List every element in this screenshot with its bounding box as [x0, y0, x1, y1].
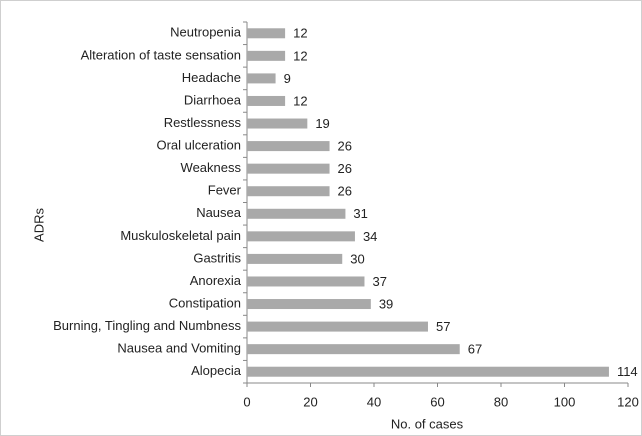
y-tick-label: Neutropenia [170, 25, 242, 40]
bar [247, 73, 276, 84]
data-label: 26 [338, 161, 352, 176]
data-label: 30 [350, 251, 364, 266]
y-tick-label: Weakness [181, 160, 242, 175]
x-tick-label: 100 [554, 394, 576, 409]
bar [247, 321, 428, 332]
y-tick-label: Nausea [196, 205, 242, 220]
y-tick-label: Fever [208, 183, 242, 198]
data-label: 67 [468, 342, 482, 357]
data-label: 26 [338, 184, 352, 199]
bar [247, 50, 286, 61]
bar [247, 208, 346, 219]
bar [247, 28, 286, 39]
data-label: 39 [379, 296, 393, 311]
x-tick-label: 40 [367, 394, 381, 409]
bar [247, 186, 330, 197]
y-tick-label: Alteration of taste sensation [81, 47, 241, 62]
x-tick-label: 80 [494, 394, 508, 409]
y-tick-label: Anorexia [190, 273, 242, 288]
y-tick-label: Oral ulceration [156, 138, 241, 153]
data-label: 57 [436, 319, 450, 334]
data-label: 114 [617, 364, 638, 379]
bar [247, 163, 330, 174]
bar [247, 118, 308, 129]
data-label: 12 [293, 93, 307, 108]
data-label: 31 [353, 206, 367, 221]
y-tick-label: Constipation [169, 295, 241, 310]
x-tick-label: 120 [617, 394, 639, 409]
bar [247, 141, 330, 152]
data-label: 12 [293, 26, 307, 41]
data-label: 12 [293, 48, 307, 63]
y-axis-label: ADRs [31, 208, 46, 242]
bar [247, 253, 343, 264]
bar [247, 344, 460, 355]
y-tick-label: Diarrhoea [184, 92, 242, 107]
y-tick-label: Nausea and Vomiting [117, 341, 241, 356]
bar [247, 95, 286, 106]
y-tick-label: Restlessness [164, 115, 242, 130]
x-tick-label: 0 [243, 394, 250, 409]
data-label: 9 [284, 71, 291, 86]
bar [247, 299, 371, 310]
x-axis-label: No. of cases [391, 416, 464, 431]
data-label: 37 [372, 274, 386, 289]
data-label: 34 [363, 229, 377, 244]
bar [247, 231, 355, 242]
y-tick-label: Muskuloskeletal pain [120, 228, 241, 243]
y-tick-label: Gastritis [193, 250, 241, 265]
y-tick-label: Headache [182, 70, 241, 85]
x-tick-label: 20 [303, 394, 317, 409]
bar [247, 366, 609, 377]
y-tick-label: Burning, Tingling and Numbness [53, 318, 241, 333]
bar [247, 276, 365, 287]
data-label: 19 [315, 116, 329, 131]
x-tick-label: 60 [430, 394, 444, 409]
data-label: 26 [338, 139, 352, 154]
y-tick-label: Alopecia [191, 363, 242, 378]
